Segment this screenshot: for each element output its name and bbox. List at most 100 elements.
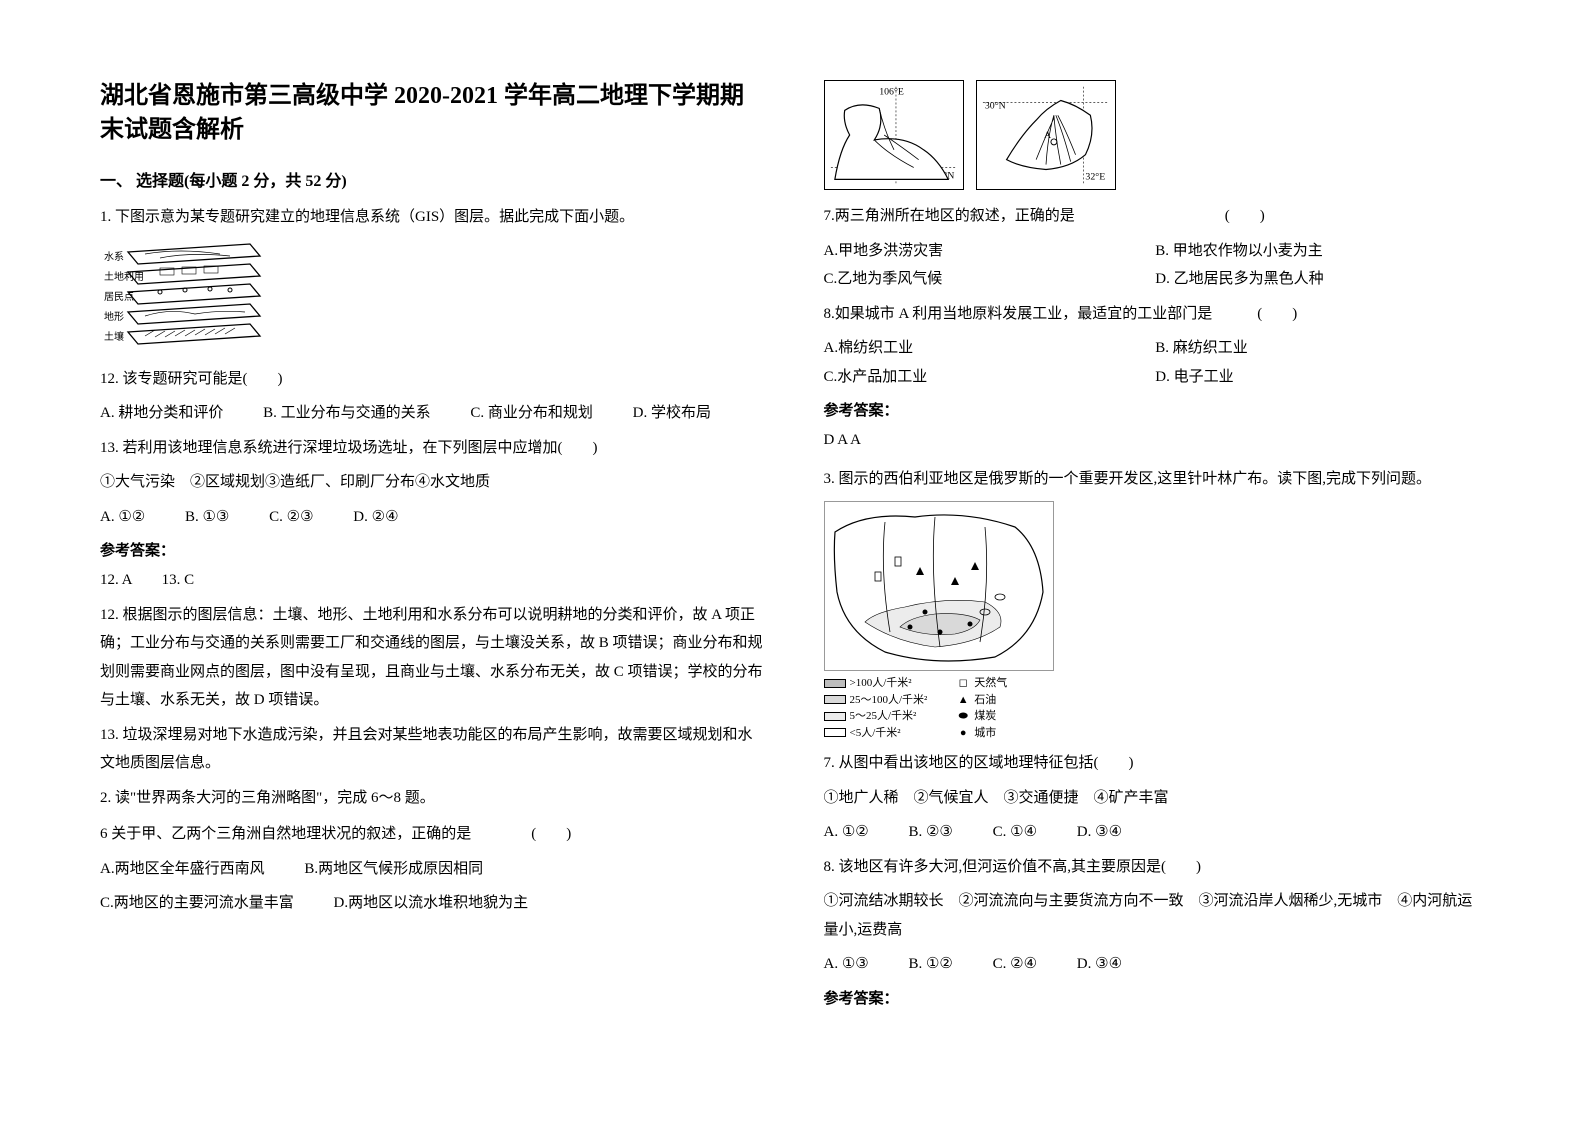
q2-opts6-row2: C.两地区的主要河流水量丰富 D.两地区以流水堆积地貌为主: [100, 889, 764, 918]
option-b: B. 工业分布与交通的关系: [263, 399, 431, 428]
gas-icon: ◻: [956, 675, 970, 692]
delta-maps: 106°E 10°N 30°N 32°E A: [824, 80, 1488, 190]
legend-label: 煤炭: [974, 710, 996, 722]
q3-opts7: A. ①② B. ②③ C. ①④ D. ③④: [824, 818, 1488, 847]
left-column: 湖北省恩施市第三高级中学 2020-2021 学年高二地理下学期期末试题含解析 …: [100, 80, 764, 1014]
option-c: C. ②③: [269, 503, 313, 532]
legend-label: <5人/千米²: [850, 727, 901, 739]
legend-d2: 25～100人/千米²: [824, 692, 954, 709]
option-a: A. 耕地分类和评价: [100, 399, 223, 428]
layer-dixing: 地形: [104, 304, 260, 324]
q2-opts6-row1: A.两地区全年盛行西南风 B.两地区气候形成原因相同: [100, 855, 764, 884]
q3-stem: 3. 图示的西伯利亚地区是俄罗斯的一个重要开发区,这里针叶林广布。读下图,完成下…: [824, 465, 1488, 494]
option-a: A. ①②: [824, 818, 869, 847]
q1-opts13: A. ①② B. ①③ C. ②③ D. ②④: [100, 503, 764, 532]
oil-icon: ▲: [956, 692, 970, 709]
city-a-label: A: [1044, 130, 1052, 141]
q3-sub7: 7. 从图中看出该地区的区域地理特征包括( ): [824, 749, 1488, 778]
q3-opts8: A. ①③ B. ①② C. ②④ D. ③④: [824, 950, 1488, 979]
page-root: 湖北省恩施市第三高级中学 2020-2021 学年高二地理下学期期末试题含解析 …: [100, 80, 1487, 1014]
legend-coal: ⬬ 煤炭: [956, 708, 1036, 725]
option-a: A.两地区全年盛行西南风: [100, 855, 265, 884]
layer-shuixi: 水系: [104, 244, 260, 264]
map-jia-svg: 106°E 10°N: [825, 80, 963, 190]
q1-answer-heading: 参考答案：: [100, 539, 764, 560]
q1-line13: ①大气污染 ②区域规划③造纸厂、印刷厂分布④水文地质: [100, 468, 764, 497]
right-column: 106°E 10°N 30°N 32°E A: [824, 80, 1488, 1014]
option-c: C. ①④: [993, 818, 1037, 847]
layer-jumindian: 居民点: [104, 284, 260, 304]
city-icon: ●: [956, 725, 970, 742]
gis-layers-svg: 水系 土地利用 居民点: [100, 240, 270, 350]
gis-layers-figure: 水系 土地利用 居民点: [100, 240, 764, 355]
option-b: B. 麻纺织工业: [1155, 334, 1487, 363]
layer-label: 土地利用: [104, 270, 144, 283]
option-b: B. 甲地农作物以小麦为主: [1155, 237, 1487, 266]
layer-label: 居民点: [104, 291, 134, 303]
option-c: C. ②④: [993, 950, 1037, 979]
option-a: A. ①③: [824, 950, 869, 979]
legend-label: 天然气: [974, 677, 1007, 689]
q2-sub6: 6 关于甲、乙两个三角洲自然地理状况的叙述，正确的是 ( ): [100, 820, 764, 849]
option-a: A.棉纺织工业: [824, 334, 1156, 363]
q3-sub8: 8. 该地区有许多大河,但河运价值不高,其主要原因是( ): [824, 853, 1488, 882]
legend-city: ● 城市: [956, 725, 1036, 742]
coal-icon: ⬬: [956, 708, 970, 725]
map-label: 106°E: [879, 87, 904, 98]
q2-sub8: 8.如果城市 A 利用当地原料发展工业，最适宜的工业部门是 ( ): [824, 300, 1488, 329]
q2-opts7: A.甲地多洪涝灾害 B. 甲地农作物以小麦为主 C.乙地为季风气候 D. 乙地居…: [824, 237, 1488, 294]
legend-oil: ▲ 石油: [956, 692, 1036, 709]
section-1-heading: 一、 选择题(每小题 2 分，共 52 分): [100, 167, 764, 191]
q2-sub7: 7.两三角洲所在地区的叙述，正确的是 ( ): [824, 202, 1488, 231]
layer-label: 地形: [104, 310, 124, 323]
option-d: D. ②④: [353, 503, 398, 532]
option-d: D.两地区以流水堆积地貌为主: [334, 889, 529, 918]
map-label: 30°N: [984, 100, 1005, 111]
layer-label: 水系: [104, 251, 124, 263]
layer-tudiliyong: 土地利用: [104, 264, 260, 284]
q1-exp13: 13. 垃圾深埋易对地下水造成污染，并且会对某些地表功能区的布局产生影响，故需要…: [100, 721, 764, 778]
legend-gas: ◻ 天然气: [956, 675, 1036, 692]
layer-label: 土壤: [104, 330, 124, 343]
q3-line8: ①河流结冰期较长 ②河流流向与主要货流方向不一致 ③河流沿岸人烟稀少,无城市 ④…: [824, 887, 1488, 944]
map-label: 32°E: [1085, 171, 1105, 182]
option-c: C.水产品加工业: [824, 363, 1156, 392]
legend-label: 石油: [974, 694, 996, 706]
option-a: A.甲地多洪涝灾害: [824, 237, 1156, 266]
q2-answer: D A A: [824, 426, 1488, 455]
legend-label: 城市: [974, 727, 996, 739]
map-yi: 30°N 32°E A: [976, 80, 1116, 190]
option-b: B. ①③: [185, 503, 229, 532]
q2-opts8: A.棉纺织工业 B. 麻纺织工业 C.水产品加工业 D. 电子工业: [824, 334, 1488, 391]
option-c: C.乙地为季风气候: [824, 265, 1156, 294]
legend-label: >100人/千米²: [850, 677, 912, 689]
q1-stem: 1. 下图示意为某专题研究建立的地理信息系统（GIS）图层。据此完成下面小题。: [100, 203, 764, 232]
legend-d1: >100人/千米²: [824, 675, 954, 692]
option-b: B. ①②: [908, 950, 952, 979]
option-d: D. 学校布局: [633, 399, 711, 428]
legend-d4: <5人/千米²: [824, 725, 954, 742]
q2-answer-heading: 参考答案：: [824, 399, 1488, 420]
q1-answer: 12. A 13. C: [100, 566, 764, 595]
q1-sub13: 13. 若利用该地理信息系统进行深埋垃圾场选址，在下列图层中应增加( ): [100, 434, 764, 463]
q3-line7: ①地广人稀 ②气候宜人 ③交通便捷 ④矿产丰富: [824, 784, 1488, 813]
option-b: B. ②③: [908, 818, 952, 847]
siberia-svg: [825, 502, 1055, 672]
siberia-map: [824, 501, 1054, 671]
siberia-figure: >100人/千米² 25～100人/千米² 5～25人/千米² <5人/千米² …: [824, 501, 1054, 741]
legend-label: 25～100人/千米²: [850, 694, 928, 706]
q1-sub12: 12. 该专题研究可能是( ): [100, 365, 764, 394]
option-d: D. 乙地居民多为黑色人种: [1155, 265, 1487, 294]
q1-exp12: 12. 根据图示的图层信息：土壤、地形、土地利用和水系分布可以说明耕地的分类和评…: [100, 601, 764, 715]
legend-label: 5～25人/千米²: [850, 710, 917, 722]
legend-d3: 5～25人/千米²: [824, 708, 954, 725]
q3-answer-heading: 参考答案：: [824, 987, 1488, 1008]
map-jia: 106°E 10°N: [824, 80, 964, 190]
q1-opts12: A. 耕地分类和评价 B. 工业分布与交通的关系 C. 商业分布和规划 D. 学…: [100, 399, 764, 428]
siberia-legend: >100人/千米² 25～100人/千米² 5～25人/千米² <5人/千米² …: [824, 675, 1054, 741]
option-d: D. ③④: [1077, 950, 1122, 979]
document-title: 湖北省恩施市第三高级中学 2020-2021 学年高二地理下学期期末试题含解析: [100, 80, 764, 147]
option-d: D. ③④: [1077, 818, 1122, 847]
layer-turang: 土壤: [104, 324, 260, 344]
option-a: A. ①②: [100, 503, 145, 532]
